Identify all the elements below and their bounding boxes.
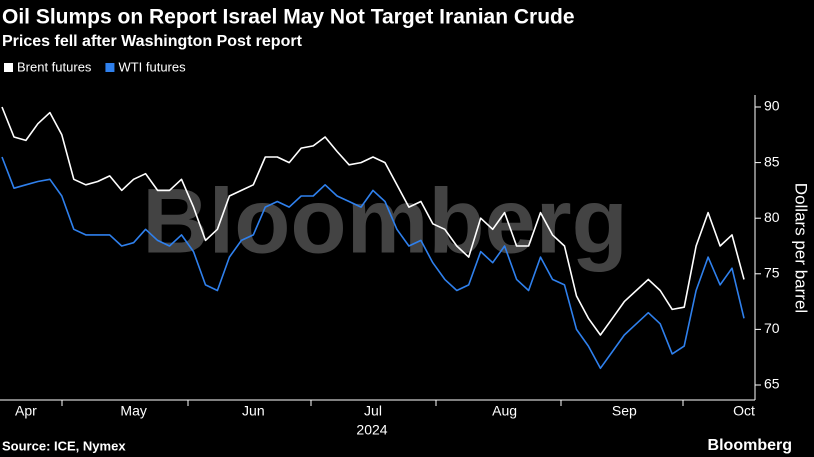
legend-label: WTI futures xyxy=(118,59,186,74)
y-tick-label: 65 xyxy=(764,376,780,392)
x-sublabel: 2024 xyxy=(356,422,387,438)
legend-swatch xyxy=(4,63,13,72)
x-tick-label: Jul xyxy=(364,403,382,419)
x-tick-label: Oct xyxy=(733,403,755,419)
chart-subtitle: Prices fell after Washington Post report xyxy=(2,33,303,50)
x-tick-label: May xyxy=(120,403,146,419)
y-tick-label: 80 xyxy=(764,209,780,225)
x-tick-label: Apr xyxy=(15,403,37,419)
chart-title: Oil Slumps on Report Israel May Not Targ… xyxy=(2,6,575,29)
legend-label: Brent futures xyxy=(17,59,92,74)
y-tick-label: 85 xyxy=(764,153,780,169)
y-axis-label: Dollars per barrel xyxy=(792,183,811,313)
legend-swatch xyxy=(105,63,115,72)
y-tick-label: 75 xyxy=(764,264,780,280)
x-tick-label: Aug xyxy=(492,403,517,419)
watermark: Bloomberg xyxy=(142,170,628,272)
y-tick-label: 90 xyxy=(764,98,780,114)
brand: Bloomberg xyxy=(708,437,792,454)
y-tick-label: 70 xyxy=(764,320,780,336)
series-line xyxy=(1,106,745,336)
source: Source: ICE, Nymex xyxy=(2,438,126,453)
x-tick-label: Sep xyxy=(612,403,637,419)
month-ticks xyxy=(61,400,684,406)
series-line xyxy=(1,156,745,370)
x-tick-label: Jun xyxy=(242,403,265,419)
